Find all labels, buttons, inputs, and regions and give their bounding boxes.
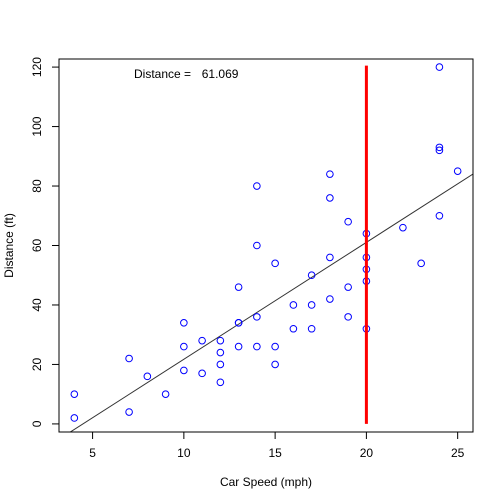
x-axis: 5 10 15 20 25 xyxy=(89,431,465,460)
data-point xyxy=(344,313,352,321)
data-point xyxy=(271,259,279,268)
data-point xyxy=(399,223,407,232)
data-point xyxy=(417,259,425,268)
data-point xyxy=(326,194,334,202)
distance-annotation: Distance = 61.069 xyxy=(134,67,239,81)
data-point xyxy=(180,366,188,375)
data-point xyxy=(326,253,334,262)
data-point xyxy=(180,319,188,327)
data-point xyxy=(344,283,352,291)
data-point xyxy=(289,324,298,333)
y-tick-label: 20 xyxy=(30,357,44,371)
data-point xyxy=(216,348,225,357)
data-point xyxy=(344,217,352,226)
data-point xyxy=(253,182,261,190)
y-tick-label: 0 xyxy=(30,420,44,427)
y-axis-label: Distance (ft) xyxy=(2,213,16,278)
plot-frame xyxy=(58,58,474,433)
data-point xyxy=(253,241,261,250)
data-point xyxy=(453,167,462,175)
data-point xyxy=(253,313,261,321)
regression-line xyxy=(69,173,473,432)
data-point xyxy=(234,342,243,351)
x-tick-label: 10 xyxy=(177,446,191,460)
x-axis-label: Car Speed (mph) xyxy=(220,475,312,489)
plot-marks xyxy=(69,63,473,432)
data-point xyxy=(234,319,243,327)
data-point xyxy=(326,170,334,178)
data-point xyxy=(271,360,279,369)
data-point xyxy=(253,342,261,351)
x-tick-label: 20 xyxy=(360,446,374,460)
data-point xyxy=(198,336,206,345)
data-point xyxy=(307,324,316,333)
y-tick-label: 100 xyxy=(30,116,44,136)
data-point xyxy=(125,408,133,416)
y-tick-label: 40 xyxy=(30,298,44,312)
data-point xyxy=(70,414,79,422)
data-point xyxy=(216,360,225,369)
data-point xyxy=(435,63,444,71)
data-point xyxy=(70,390,79,398)
distance-annotation-label: Distance = xyxy=(134,67,194,81)
data-point xyxy=(216,336,225,345)
x-tick-label: 25 xyxy=(451,446,465,460)
distance-annotation-value: 61.069 xyxy=(202,67,239,81)
data-point xyxy=(307,271,316,280)
x-tick-label: 15 xyxy=(268,446,282,460)
data-point xyxy=(180,342,188,351)
data-point xyxy=(289,301,298,309)
y-tick-label: 80 xyxy=(30,179,44,193)
data-point xyxy=(271,342,279,351)
data-point xyxy=(234,283,243,291)
data-point xyxy=(326,295,334,303)
data-point xyxy=(435,146,444,155)
x-tick-label: 5 xyxy=(89,446,96,460)
data-point xyxy=(125,354,133,363)
data-point xyxy=(198,369,206,378)
data-point xyxy=(435,211,444,220)
y-tick-label: 60 xyxy=(30,239,44,253)
data-point xyxy=(307,301,316,309)
y-tick-label: 120 xyxy=(30,57,44,77)
data-point xyxy=(435,143,444,152)
data-point xyxy=(216,378,225,387)
y-axis: 0 20 40 60 80 100 120 xyxy=(30,57,60,427)
data-point xyxy=(143,372,152,381)
data-point xyxy=(161,390,170,398)
